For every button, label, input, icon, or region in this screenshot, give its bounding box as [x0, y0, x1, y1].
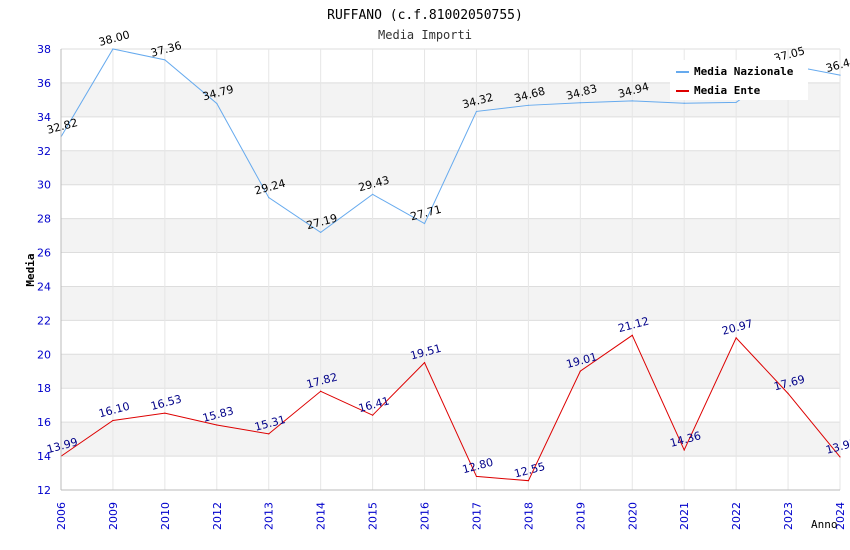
data-point-media-nazionale — [216, 102, 218, 105]
data-point-media-nazionale — [164, 59, 166, 61]
x-tick-label: 2021 — [678, 502, 691, 530]
y-tick-label: 32 — [37, 145, 51, 158]
x-tick-label: 2010 — [159, 502, 172, 530]
x-tick-label: 2015 — [367, 502, 380, 530]
data-point-media-nazionale — [631, 100, 633, 102]
legend-label-media-ente: Media Ente — [694, 84, 761, 97]
data-point-media-nazionale — [112, 48, 114, 50]
data-point-media-nazionale — [839, 74, 841, 76]
x-tick-label: 2006 — [55, 502, 68, 530]
series-line-media-nazionale — [60, 48, 841, 233]
grid-band — [61, 456, 840, 490]
y-axis: 12 14 16 18 20 22 24 26 28 30 32 34 36 38 — [37, 43, 62, 497]
y-tick-label: 24 — [37, 280, 51, 293]
data-point-media-ente — [216, 424, 218, 426]
x-tick-label: 2013 — [263, 502, 276, 530]
y-tick-label: 28 — [37, 213, 51, 226]
chart-subtitle: Media Importi — [378, 28, 472, 42]
data-point-media-nazionale — [268, 196, 270, 199]
data-point-media-nazionale — [735, 101, 737, 104]
x-tick-label: 2017 — [470, 502, 483, 530]
y-axis-label: Media — [24, 253, 37, 286]
grid-band — [61, 218, 840, 253]
x-tick-label: 2014 — [315, 502, 328, 530]
y-tick-label: 16 — [37, 416, 51, 429]
y-tick-label: 14 — [37, 450, 51, 463]
y-tick-label: 36 — [37, 77, 51, 90]
data-point-media-ente — [475, 475, 478, 478]
data-point-media-ente — [372, 414, 374, 416]
grid-band — [61, 422, 840, 457]
x-tick-label: 2012 — [211, 502, 224, 530]
data-point-media-ente — [164, 412, 166, 414]
grid-band — [61, 252, 840, 287]
data-point-media-nazionale — [423, 222, 426, 225]
data-point-media-nazionale — [683, 102, 685, 104]
grid-band — [61, 116, 840, 151]
data-point-media-ente — [839, 456, 841, 458]
data-point-media-ente — [735, 337, 737, 339]
data-point-media-ente — [423, 362, 426, 364]
x-tick-label: 2009 — [107, 502, 120, 530]
data-point-media-ente — [527, 480, 530, 482]
chart-title: RUFFANO (c.f.81002050755) — [327, 8, 523, 23]
data-point-media-ente — [787, 392, 789, 395]
x-tick-label: 2016 — [419, 502, 432, 530]
data-point-media-nazionale — [475, 110, 478, 113]
grid-bands — [61, 49, 840, 490]
y-tick-label: 34 — [37, 111, 51, 124]
y-tick-label: 18 — [37, 382, 51, 395]
grid-band — [61, 184, 840, 219]
data-point-media-nazionale — [320, 231, 322, 233]
grid-lines — [60, 48, 841, 491]
y-tick-label: 22 — [37, 314, 51, 327]
y-tick-label: 26 — [37, 247, 51, 260]
data-point-media-nazionale — [372, 193, 374, 195]
y-tick-label: 20 — [37, 348, 51, 361]
data-point-media-ente — [112, 419, 114, 422]
y-tick-label: 38 — [37, 43, 51, 56]
grid-band — [61, 354, 840, 389]
x-axis-label: Anno — [811, 518, 838, 531]
x-tick-label: 2024 — [834, 502, 847, 530]
legend-label-media-nazionale: Media Nazionale — [694, 65, 794, 78]
data-point-media-nazionale — [579, 102, 581, 104]
data-point-media-ente — [320, 390, 322, 392]
x-tick-label: 2018 — [522, 502, 535, 530]
x-tick-label: 2023 — [782, 502, 795, 530]
x-tick-label: 2020 — [626, 502, 639, 530]
x-tick-label: 2019 — [574, 502, 587, 530]
legend-box — [670, 60, 808, 100]
data-point-media-ente — [579, 370, 581, 372]
data-point-media-nazionale — [527, 104, 530, 106]
x-axis: 2006 2009 2010 2012 2013 2014 2015 2016 2017 2018… — [55, 489, 847, 530]
data-point-media-ente — [683, 449, 685, 451]
y-tick-label: 12 — [37, 484, 51, 497]
series-line-media-ente — [60, 334, 841, 482]
data-point-media-ente — [268, 433, 270, 435]
y-tick-label: 30 — [37, 179, 51, 192]
data-point-media-ente — [631, 334, 633, 336]
grid-band — [61, 286, 840, 321]
data-label-media-nazionale: 38.00 — [97, 28, 131, 49]
legend: Media Nazionale Media Ente — [670, 60, 808, 100]
x-tick-label: 2022 — [730, 502, 743, 530]
grid-band — [61, 320, 840, 355]
